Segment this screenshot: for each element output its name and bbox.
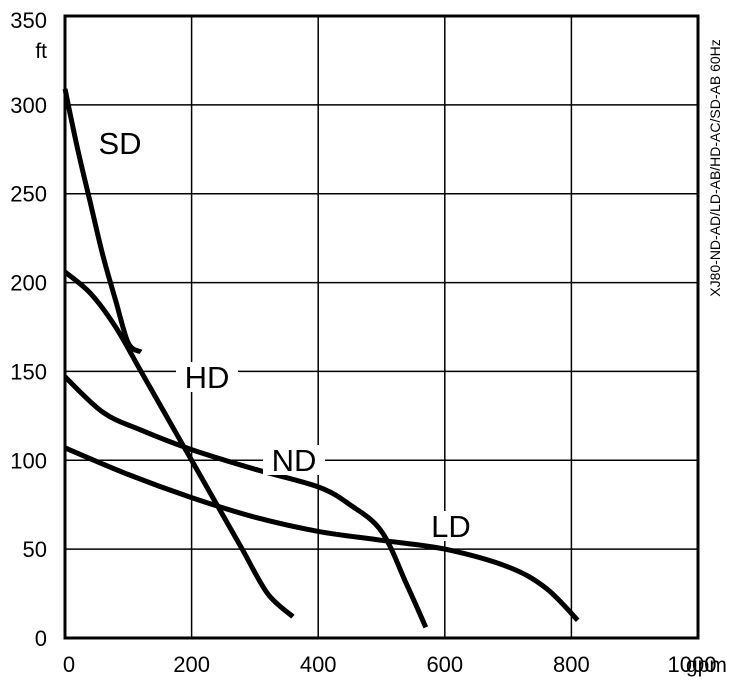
series-line-hd	[63, 269, 295, 619]
series-label-bg	[420, 511, 482, 541]
y-tick-label: 150	[10, 359, 47, 384]
x-tick-label: 0	[63, 652, 75, 677]
model-label: XJ80-ND-AD/LD-AB/HD-AC/SD-AB 60Hz	[707, 39, 723, 297]
grid	[65, 16, 698, 638]
y-tick-label: 50	[23, 537, 47, 562]
y-tick-label: 0	[35, 626, 47, 651]
plot-frame	[63, 14, 700, 640]
x-axis-label: gpm	[686, 654, 727, 677]
y-tick-label: 100	[10, 448, 47, 473]
curves	[62, 88, 580, 629]
y-axis-label: ft	[35, 40, 47, 63]
series-label-nd: ND	[272, 443, 317, 478]
series-label-ld: LD	[431, 509, 471, 544]
x-tick-label: 600	[426, 652, 463, 677]
series-line-sd	[62, 88, 143, 355]
y-tick-label: 200	[10, 271, 47, 296]
series-label-sd: SD	[98, 126, 141, 161]
series-label-bg	[263, 445, 325, 475]
series-label-bg	[89, 128, 151, 158]
series-label-hd: HD	[185, 360, 230, 395]
series-labels: SD HD ND LD	[89, 126, 482, 544]
tick-labels: 0 50 100 150 200 250 300 350 0 200 400 600 800 1000	[10, 8, 716, 677]
y-tick-label: 300	[10, 93, 47, 118]
series-label-bg	[176, 362, 238, 392]
y-tick-label: 250	[10, 182, 47, 207]
x-tick-label: 400	[300, 652, 337, 677]
y-tick-label: 350	[10, 8, 47, 33]
x-tick-label: 800	[553, 652, 590, 677]
series-line-ld	[64, 445, 580, 622]
series-line-nd	[63, 374, 429, 629]
x-tick-label: 1000	[668, 652, 717, 677]
x-tick-label: 200	[173, 652, 210, 677]
